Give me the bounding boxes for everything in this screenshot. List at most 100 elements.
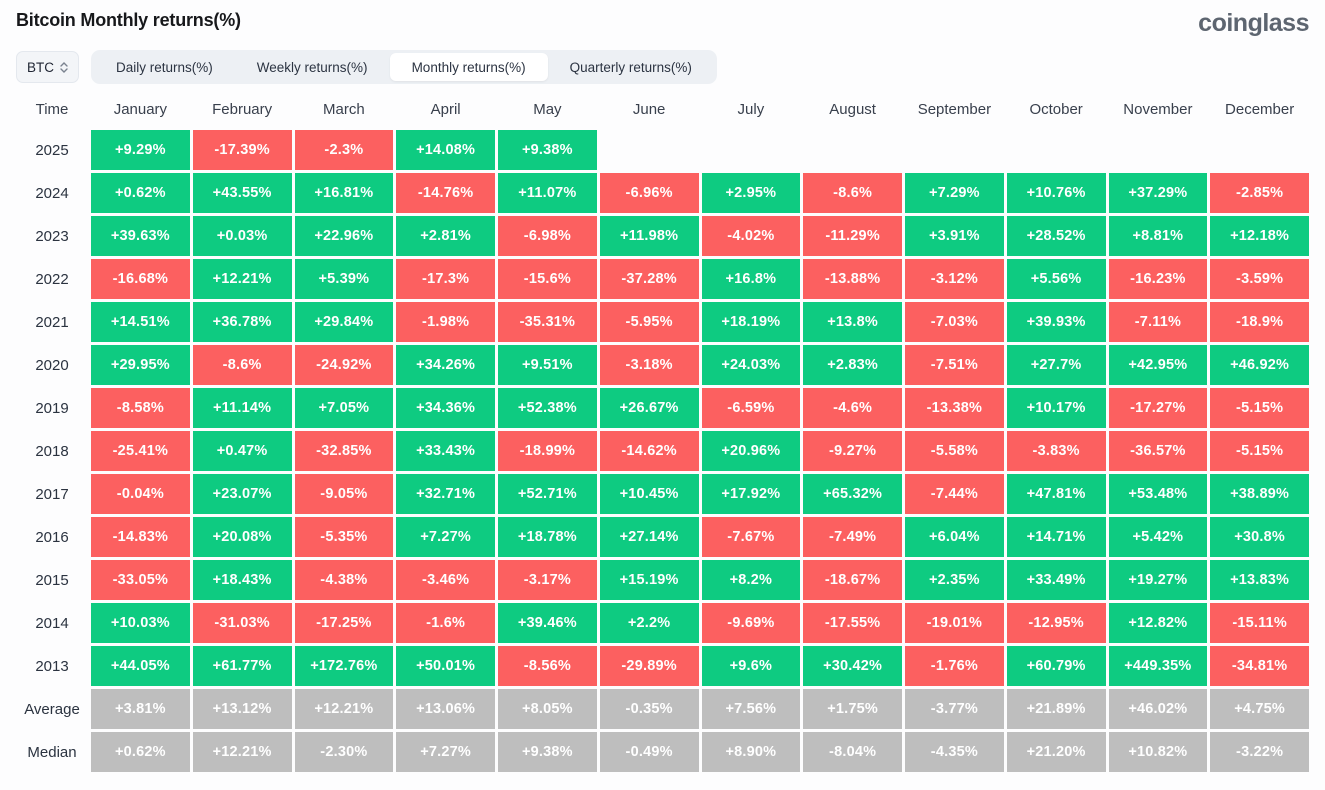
return-cell: -5.58%: [905, 431, 1004, 471]
return-cell: +8.90%: [701, 732, 801, 772]
return-cell: +18.78%: [498, 517, 597, 557]
return-cell: +15.19%: [599, 560, 699, 600]
return-cell: +52.71%: [498, 474, 597, 514]
table-row-2017: 2017 -0.04% +23.07% -9.05% +32.71% +52.71% +10…: [16, 474, 1309, 514]
return-cell: -8.6%: [803, 173, 902, 213]
return-cell: +10.17%: [1006, 388, 1106, 428]
column-header-august: August: [829, 100, 876, 118]
return-cell: -18.99%: [498, 431, 597, 471]
column-header-september: September: [917, 100, 992, 118]
return-cell: +29.84%: [294, 302, 394, 342]
row-label: 2017: [35, 485, 69, 503]
return-cell: +27.14%: [599, 517, 699, 557]
return-cell: +39.46%: [498, 603, 597, 643]
return-cell: +2.2%: [599, 603, 699, 643]
return-cell: -5.95%: [599, 302, 699, 342]
column-header-february: February: [212, 100, 273, 118]
return-cell: +12.21%: [294, 689, 394, 729]
return-cell: -6.96%: [599, 173, 699, 213]
tab-daily-returns[interactable]: Daily returns(%): [94, 53, 235, 81]
return-cell: -8.58%: [91, 388, 190, 428]
return-cell: +46.92%: [1210, 345, 1309, 385]
return-cell: -3.77%: [905, 689, 1004, 729]
return-cell: +17.92%: [701, 474, 801, 514]
return-cell: +28.52%: [1006, 216, 1106, 256]
symbol-select-value: BTC: [27, 59, 54, 75]
return-cell: -4.35%: [905, 732, 1004, 772]
return-cell: -9.27%: [803, 431, 902, 471]
returns-table: Time January February March April May June July…: [16, 92, 1309, 772]
column-header-march: March: [323, 100, 365, 118]
return-cell: +10.76%: [1006, 173, 1106, 213]
return-cell: +12.21%: [192, 259, 292, 299]
return-cell: -34.81%: [1210, 646, 1309, 686]
return-cell: +18.43%: [192, 560, 292, 600]
return-cell: +50.01%: [396, 646, 495, 686]
return-cell: +13.83%: [1210, 560, 1309, 600]
return-cell: -37.28%: [599, 259, 699, 299]
tab-quarterly-returns[interactable]: Quarterly returns(%): [548, 53, 714, 81]
return-cell: +38.89%: [1210, 474, 1309, 514]
return-cell: +11.07%: [498, 173, 597, 213]
return-cell: -3.46%: [396, 560, 495, 600]
return-cell: -2.85%: [1210, 173, 1309, 213]
return-cell: +5.42%: [1108, 517, 1208, 557]
return-cell: +2.95%: [701, 173, 801, 213]
return-cell: -18.9%: [1210, 302, 1309, 342]
return-cell: -35.31%: [498, 302, 597, 342]
return-cell: -3.12%: [905, 259, 1004, 299]
return-cell: -31.03%: [192, 603, 292, 643]
return-cell: -33.05%: [91, 560, 190, 600]
page-title: Bitcoin Monthly returns(%): [16, 10, 241, 30]
return-cell: +8.05%: [498, 689, 597, 729]
row-label: 2025: [35, 141, 69, 159]
tab-weekly-returns[interactable]: Weekly returns(%): [235, 53, 390, 81]
return-cell: +6.04%: [905, 517, 1004, 557]
return-cell: [803, 130, 902, 170]
controls-row: BTC Daily returns(%) Weekly returns(%) Mon…: [16, 50, 1309, 84]
return-cell: -17.55%: [803, 603, 902, 643]
column-header-may: May: [533, 100, 562, 118]
row-label: 2020: [35, 356, 69, 374]
monthly-returns-page: Bitcoin Monthly returns(%) coinglass BTC…: [16, 9, 1309, 772]
return-cell: +3.91%: [905, 216, 1004, 256]
return-cell: +16.8%: [701, 259, 801, 299]
return-cell: -15.11%: [1210, 603, 1309, 643]
row-label: 2019: [35, 399, 69, 417]
return-cell: +39.63%: [91, 216, 190, 256]
row-label: 2022: [35, 270, 69, 288]
return-cell: [1210, 130, 1309, 170]
return-cell: -12.95%: [1006, 603, 1106, 643]
return-cell: -14.62%: [599, 431, 699, 471]
return-cell: +2.81%: [396, 216, 495, 256]
return-cell: -1.6%: [396, 603, 495, 643]
time-column-header: Time: [35, 100, 69, 118]
return-cell: +9.38%: [498, 130, 597, 170]
return-cell: +39.93%: [1006, 302, 1106, 342]
return-cell: -2.3%: [294, 130, 394, 170]
return-cell: -7.67%: [701, 517, 801, 557]
returns-tabs: Daily returns(%) Weekly returns(%) Monthly…: [91, 50, 717, 84]
return-cell: +14.08%: [396, 130, 495, 170]
return-cell: -6.98%: [498, 216, 597, 256]
return-cell: +29.95%: [91, 345, 190, 385]
return-cell: +9.38%: [498, 732, 597, 772]
return-cell: +5.39%: [294, 259, 394, 299]
tab-monthly-returns[interactable]: Monthly returns(%): [389, 53, 548, 81]
return-cell: -3.17%: [498, 560, 597, 600]
return-cell: -4.02%: [701, 216, 801, 256]
updown-chevron-icon: [60, 61, 68, 73]
return-cell: [702, 130, 801, 170]
table-row-2016: 2016 -14.83% +20.08% -5.35% +7.27% +18.78% +27…: [16, 517, 1309, 557]
return-cell: +27.7%: [1006, 345, 1106, 385]
return-cell: [600, 130, 699, 170]
return-cell: -16.68%: [91, 259, 190, 299]
row-label: 2014: [35, 614, 69, 632]
return-cell: +22.96%: [294, 216, 394, 256]
return-cell: +30.42%: [803, 646, 902, 686]
symbol-select[interactable]: BTC: [16, 51, 79, 83]
row-label: 2021: [35, 313, 69, 331]
row-label: Median: [27, 743, 77, 761]
return-cell: -17.25%: [294, 603, 394, 643]
return-cell: -4.6%: [803, 388, 902, 428]
